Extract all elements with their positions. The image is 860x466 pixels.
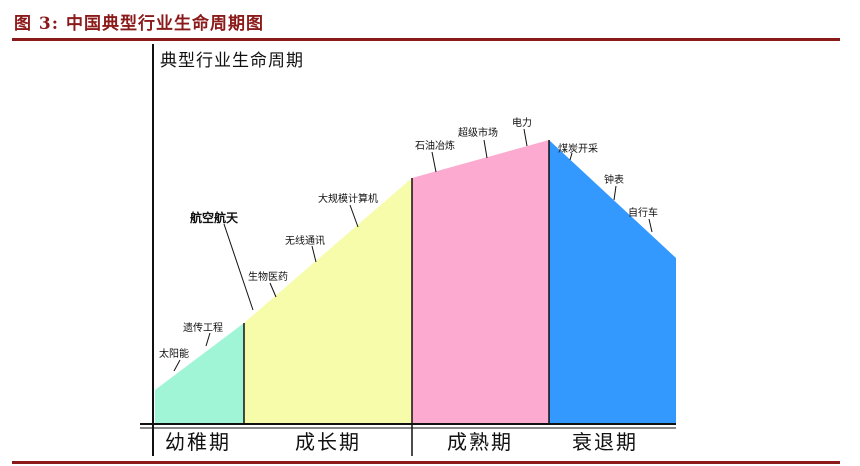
industry-label: 无线通讯	[285, 234, 325, 247]
stage-label: 成熟期	[447, 430, 513, 454]
industry-label: 太阳能	[159, 347, 189, 360]
stage-region-mature	[412, 140, 549, 424]
top-divider	[12, 38, 840, 41]
diagram-title: 典型行业生命周期	[160, 51, 304, 71]
tick-clock	[613, 185, 617, 201]
stage-label: 成长期	[295, 430, 361, 454]
tick-coal-mining	[569, 152, 573, 161]
industry-label: 大规模计算机	[318, 192, 378, 205]
tick-solar	[173, 359, 181, 372]
bottom-divider	[12, 461, 840, 464]
tick-supermarket	[483, 139, 488, 159]
industry-label: 钟表	[604, 173, 624, 186]
stage-region-decline	[549, 140, 676, 424]
tick-oil-refining	[431, 151, 437, 173]
industry-label: 生物医药	[248, 270, 288, 283]
tick-wireless	[311, 245, 317, 263]
industry-label: 自行车	[628, 206, 658, 219]
industry-label: 电力	[512, 116, 532, 129]
industry-label: 航空航天	[190, 210, 239, 225]
tick-mainframe	[349, 204, 359, 228]
industry-label: 煤炭开采	[558, 142, 598, 155]
stage-label: 衰退期	[572, 430, 638, 454]
tick-power	[523, 128, 528, 147]
stage-region-infant	[155, 323, 244, 424]
industry-label: 遗传工程	[183, 321, 223, 334]
tick-bicycle	[648, 218, 653, 233]
stage-label: 幼稚期	[165, 430, 231, 454]
tick-biomedicine	[269, 282, 277, 298]
tick-genetic-engineering	[205, 332, 211, 347]
tick-aerospace	[223, 223, 254, 311]
industry-label: 石油冶炼	[415, 139, 455, 152]
industry-label: 超级市场	[458, 126, 498, 139]
figure-title: 图 3: 中国典型行业生命周期图	[14, 14, 264, 34]
stage-region-growth	[244, 178, 412, 424]
